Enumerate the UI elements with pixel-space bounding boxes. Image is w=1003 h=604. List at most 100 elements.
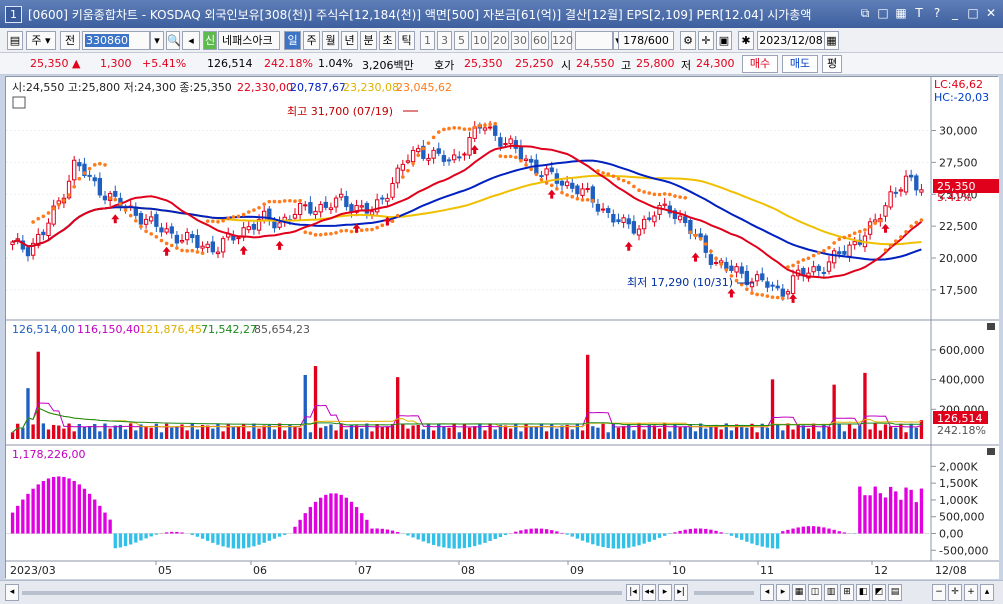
segment-button[interactable]: 전	[60, 31, 80, 50]
sar-dot	[488, 122, 492, 127]
chart-area[interactable]: 시:24,550 고:25,800 저:24,300 종:25,350 22,3…	[5, 76, 999, 579]
osc-bar	[760, 533, 764, 547]
maximize-button[interactable]: □	[967, 6, 979, 20]
volume-bar	[442, 426, 446, 439]
buy-button[interactable]: 매수	[742, 55, 778, 73]
candle-body	[600, 208, 606, 211]
scroll-left-2-icon[interactable]: ◂	[760, 584, 774, 601]
grid-icon[interactable]: ▦	[895, 6, 907, 20]
candle-body	[364, 203, 370, 214]
interval-button-3[interactable]: 10	[471, 31, 489, 50]
first-page-icon[interactable]: |◂	[626, 584, 640, 601]
help-icon[interactable]: ?	[933, 6, 941, 20]
volume-bar	[303, 374, 307, 439]
volume-bar	[760, 423, 764, 439]
osc-bar	[539, 528, 544, 534]
minimize-button[interactable]: _	[952, 6, 958, 20]
volume-bar	[272, 429, 277, 439]
interval-input[interactable]	[575, 31, 613, 50]
interval-button-5[interactable]: 30	[511, 31, 529, 50]
candle-body	[544, 168, 549, 176]
sar-dot	[760, 293, 765, 297]
sar-dot	[596, 169, 600, 173]
scroll-right-icon[interactable]: ▸	[776, 584, 790, 601]
interval-button-6[interactable]: 60	[531, 31, 549, 50]
volume-legend-1: 126,514,00	[12, 323, 75, 336]
stock-chart[interactable]: 시:24,550 고:25,800 저:24,300 종:25,350 22,3…	[6, 77, 999, 579]
volume-bar	[606, 432, 610, 439]
period-button-3[interactable]: 년	[341, 31, 358, 50]
minus-icon[interactable]: −	[932, 584, 946, 601]
text-icon[interactable]: T	[915, 6, 923, 20]
period-type-select[interactable]: 주 ▾	[26, 31, 56, 50]
save-icon[interactable]: ▣	[716, 31, 732, 50]
prev-icon[interactable]: ◂◂	[642, 584, 656, 601]
calendar-icon[interactable]: ▦	[824, 31, 839, 50]
settings-icon[interactable]: ⚙	[680, 31, 696, 50]
close-button[interactable]: ✕	[985, 6, 997, 20]
grid-menu-icon[interactable]: ▤	[7, 31, 23, 50]
interval-button-2[interactable]: 5	[454, 31, 469, 50]
volume-bar	[817, 431, 821, 439]
crosshair-icon[interactable]: ✛	[948, 584, 962, 601]
split-icon[interactable]: ◧	[856, 584, 870, 601]
candle-body	[564, 181, 570, 187]
expand-icon[interactable]: ▴	[980, 584, 994, 601]
code-dropdown-icon[interactable]: ▾	[150, 31, 164, 50]
interval-button-1[interactable]: 3	[437, 31, 452, 50]
code-input[interactable]: 330860	[82, 31, 150, 50]
play-icon[interactable]: ▸	[658, 584, 672, 601]
multi-chart-icon[interactable]: ⊞	[840, 584, 854, 601]
sar-dot	[288, 198, 292, 203]
speaker-icon[interactable]: ◂	[182, 31, 200, 50]
sar-dot	[775, 295, 780, 300]
zoom-icon[interactable]: ◫	[808, 584, 822, 601]
layout-icon[interactable]: ▥	[824, 584, 838, 601]
list-icon[interactable]: ▤	[888, 584, 902, 601]
volume-bar	[257, 428, 261, 439]
search-icon[interactable]: 🔍	[166, 31, 181, 50]
volume-ratio: 242.18%	[264, 57, 313, 70]
ask-price: 25,350	[464, 57, 503, 70]
osc-bar	[380, 528, 384, 534]
count-field[interactable]: 178/600	[618, 31, 674, 50]
interval-button-4[interactable]: 20	[491, 31, 509, 50]
zoom-track[interactable]	[694, 591, 754, 595]
interval-button-7[interactable]: 120	[551, 31, 573, 50]
last-page-icon[interactable]: ▸|	[674, 584, 688, 601]
period-button-2[interactable]: 월	[322, 31, 339, 50]
volume-bar	[31, 424, 35, 439]
osc-bar	[216, 533, 220, 545]
candle-body	[575, 185, 580, 195]
volume-bar	[370, 431, 374, 439]
period-button-1[interactable]: 주	[303, 31, 320, 50]
volume-bar	[262, 425, 266, 439]
osc-legend: 1,178,226,00	[12, 448, 85, 461]
crosshair-icon[interactable]: ✛	[698, 31, 714, 50]
volume-bar	[154, 423, 159, 439]
scroll-left-icon[interactable]: ◂	[5, 584, 19, 601]
date-field[interactable]: 2023/12/08	[757, 31, 825, 50]
volume-bar	[216, 423, 220, 439]
period-button-5[interactable]: 초	[379, 31, 396, 50]
sar-dot	[683, 195, 688, 200]
link-icon[interactable]: ⧉	[860, 6, 870, 20]
scrollbar-track[interactable]	[22, 591, 622, 595]
copy-icon[interactable]: □	[877, 6, 889, 20]
osc-bar	[483, 533, 487, 543]
period-button-0[interactable]: 일	[284, 31, 301, 50]
evaluate-button[interactable]: 평	[822, 55, 842, 73]
volume-bar	[252, 423, 256, 439]
period-button-6[interactable]: 틱	[398, 31, 415, 50]
fit-icon[interactable]: ▦	[792, 584, 806, 601]
sell-button[interactable]: 매도	[782, 55, 818, 73]
sar-dot	[56, 202, 61, 207]
toggle-icon[interactable]: ◩	[872, 584, 886, 601]
sar-dot	[185, 249, 189, 253]
gear-icon[interactable]: ✱	[738, 31, 754, 50]
period-button-4[interactable]: 분	[360, 31, 377, 50]
candle-body	[354, 205, 359, 213]
candle-body	[292, 213, 298, 219]
plus-icon[interactable]: +	[964, 584, 978, 601]
interval-button-0[interactable]: 1	[420, 31, 435, 50]
